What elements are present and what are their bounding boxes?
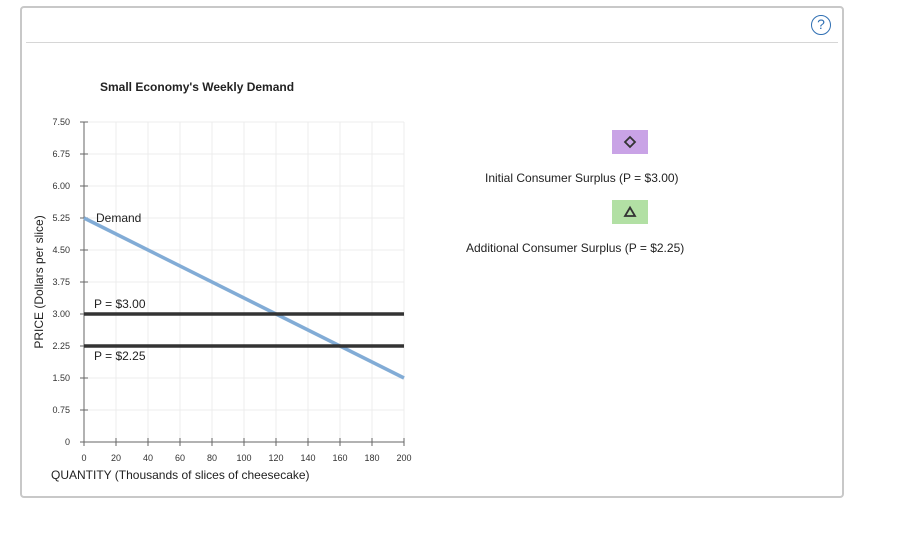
y-tick-label: 2.25 [52, 341, 70, 351]
y-tick-label: 3.00 [52, 309, 70, 319]
graph-panel: ? [20, 6, 844, 498]
triangle-icon [612, 200, 648, 224]
x-tick-label: 200 [396, 453, 411, 463]
legend-swatch-additional-surplus[interactable] [612, 200, 648, 224]
y-tick-label: 6.75 [52, 149, 70, 159]
legend-label-initial-surplus: Initial Consumer Surplus (P = $3.00) [485, 171, 679, 185]
diamond-icon [612, 130, 648, 154]
help-icon[interactable]: ? [811, 15, 831, 35]
price-label-3-00: P = $3.00 [94, 297, 146, 311]
x-tick-label: 60 [175, 453, 185, 463]
panel-divider [26, 42, 838, 43]
x-tick-label: 180 [364, 453, 379, 463]
y-tick-label: 7.50 [52, 117, 70, 127]
x-tick-label: 20 [111, 453, 121, 463]
legend-swatch-initial-surplus[interactable] [612, 130, 648, 154]
x-tick-label: 40 [143, 453, 153, 463]
x-tick-label: 80 [207, 453, 217, 463]
x-tick-label: 160 [332, 453, 347, 463]
x-tick-label: 140 [300, 453, 315, 463]
y-tick-label: 6.00 [52, 181, 70, 191]
y-tick-label: 0 [65, 437, 70, 447]
demand-curve [83, 216, 405, 380]
legend-label-additional-surplus: Additional Consumer Surplus (P = $2.25) [466, 241, 685, 255]
y-tick-label: 3.75 [52, 277, 70, 287]
x-tick-label: 0 [81, 453, 86, 463]
y-axis-label: PRICE (Dollars per slice) [32, 215, 46, 348]
y-tick-label: 0.75 [52, 405, 70, 415]
y-tick-label: 4.50 [52, 245, 70, 255]
y-tick-label: 1.50 [52, 373, 70, 383]
x-tick-label: 100 [236, 453, 251, 463]
price-label-2-25: P = $2.25 [94, 349, 146, 363]
y-tick-label: 5.25 [52, 213, 70, 223]
chart-title: Small Economy's Weekly Demand [100, 80, 294, 94]
demand-label: Demand [96, 211, 141, 225]
x-axis-label: QUANTITY (Thousands of slices of cheesec… [51, 468, 310, 482]
x-tick-label: 120 [268, 453, 283, 463]
